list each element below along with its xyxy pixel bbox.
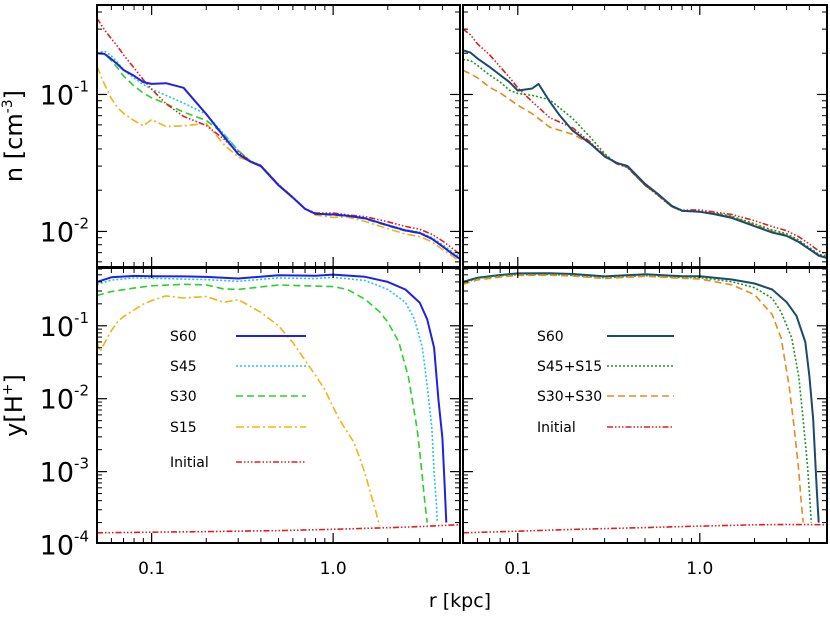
series-line-s15 <box>97 295 381 527</box>
legend-label: S45 <box>170 359 197 375</box>
y-tick-label: 10-1 <box>40 77 89 111</box>
series-line-initial <box>463 523 827 534</box>
x-tick-label: 1.0 <box>320 559 347 579</box>
y-axis-label: n [cm-3] <box>0 90 28 182</box>
y-tick-label: 10-1 <box>40 309 89 343</box>
y-axis-label: y[H+] <box>0 374 28 437</box>
series-group <box>463 272 827 534</box>
series-group <box>463 28 827 259</box>
series-line-initial <box>463 28 827 256</box>
y-tick-label: 10-2 <box>40 382 89 416</box>
panel-density-left: 10-1 10-2 n [cm-3] <box>0 4 461 268</box>
series-line-s15 <box>97 66 460 263</box>
legend: S60 S45+S15 S30+S30 Initial <box>537 329 674 436</box>
tick-marks <box>96 5 461 267</box>
legend-label: Initial <box>170 455 209 471</box>
series-line-s30-s30 <box>463 69 827 259</box>
series-line-s45-s15 <box>463 273 813 523</box>
tick-marks <box>96 268 461 543</box>
x-tick-label: 0.1 <box>504 559 531 579</box>
legend-label: S60 <box>170 329 197 345</box>
panel-ionization-right: 0.1 1.0 S60 S45+S15 S30+S30 Initial <box>462 267 828 579</box>
series-group <box>97 17 460 263</box>
panel-ionization-left: 10-1 10-2 10-3 10-4 0.1 1.0 S60 S45 S30 S15 Initia… <box>0 267 461 579</box>
series-line-s60 <box>463 272 820 523</box>
legend-label: S60 <box>537 329 564 345</box>
y-tick-label: 10-3 <box>40 455 89 489</box>
series-line-s30-s30 <box>463 274 804 523</box>
series-line-s30 <box>97 283 428 523</box>
x-tick-label: 0.1 <box>138 559 165 579</box>
legend-label: S15 <box>170 420 197 436</box>
y-tick-label: 10-4 <box>40 528 89 562</box>
series-line-s45-s15 <box>463 58 827 257</box>
series-group <box>97 273 460 534</box>
series-line-s60 <box>463 49 827 259</box>
panel-frame <box>462 267 828 544</box>
legend-label: S45+S15 <box>537 359 602 375</box>
legend-label: S30 <box>170 389 197 405</box>
series-line-s45 <box>97 276 439 523</box>
x-tick-label: 1.0 <box>686 559 713 579</box>
series-line-initial <box>97 523 460 534</box>
panel-density-right <box>462 4 828 268</box>
panel-frame <box>462 4 828 268</box>
panel-frame <box>96 4 461 268</box>
series-line-s60 <box>97 273 448 523</box>
legend: S60 S45 S30 S15 Initial <box>170 329 306 471</box>
series-line-initial <box>97 17 460 256</box>
legend-label: S30+S30 <box>537 389 602 405</box>
y-tick-label: 10-2 <box>40 214 89 248</box>
tick-marks <box>462 5 828 267</box>
panel-frame <box>96 267 461 544</box>
x-axis-label: r [kpc] <box>429 590 491 612</box>
series-line-s60 <box>97 52 460 260</box>
legend-label: Initial <box>537 420 576 436</box>
tick-marks <box>462 268 828 543</box>
